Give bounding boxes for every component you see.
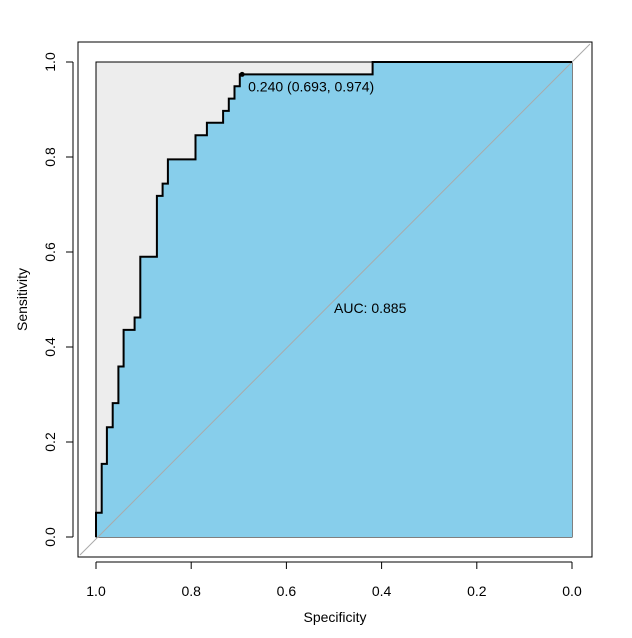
y-tick-label: 0.2: [42, 432, 58, 452]
y-tick-label: 0.0: [42, 527, 58, 547]
x-tick-label: 0.6: [277, 583, 297, 599]
y-tick-label: 0.4: [42, 337, 58, 357]
x-tick-label: 0.2: [467, 583, 487, 599]
x-tick-label: 1.0: [86, 583, 106, 599]
auc-label: AUC: 0.885: [334, 300, 407, 316]
x-axis: 1.0 0.8 0.6 0.4 0.2 0.0: [86, 561, 582, 599]
x-tick-label: 0.8: [181, 583, 201, 599]
x-axis-title: Specificity: [303, 609, 366, 625]
y-tick-label: 1.0: [42, 52, 58, 72]
x-tick-label: 0.4: [372, 583, 392, 599]
threshold-label: 0.240 (0.693, 0.974): [248, 78, 374, 94]
plot-border: [77, 41, 593, 558]
y-tick-label: 0.6: [42, 242, 58, 262]
chance-diagonal-line: [79, 43, 591, 556]
y-tick-label: 0.8: [42, 147, 58, 167]
y-axis: 0.0 0.2 0.4 0.6 0.8 1.0: [42, 52, 74, 547]
threshold-point: [239, 71, 245, 77]
x-tick-label: 0.0: [562, 583, 582, 599]
y-axis-title: Sensitivity: [14, 268, 30, 331]
roc-curve-line: [95, 61, 572, 537]
